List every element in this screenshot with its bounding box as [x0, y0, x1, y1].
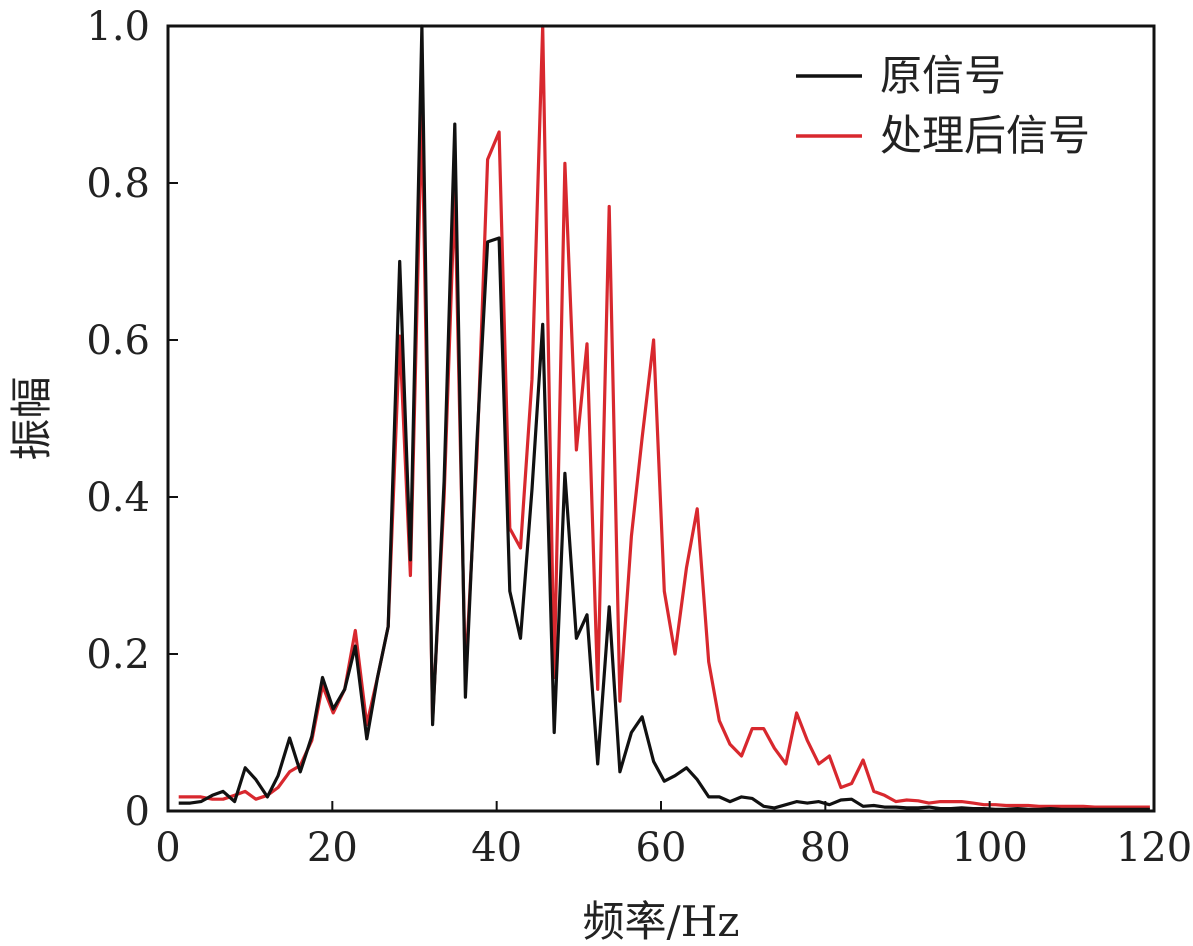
legend-label: 原信号	[880, 51, 1006, 100]
series-layer	[178, 24, 1150, 812]
ticks-layer: 0 20 40 60 80 100 120 0 0.2 0.4 0.6 0.8 1.0	[86, 4, 1192, 871]
legend-label: 处理后信号	[880, 111, 1090, 160]
x-tick-label: 120	[1116, 825, 1192, 871]
x-tick-label: 80	[800, 825, 851, 871]
x-tick-label: 100	[951, 825, 1027, 871]
x-tick-label: 60	[636, 825, 687, 871]
y-tick-label: 0.4	[86, 475, 150, 521]
x-tick-label: 40	[471, 825, 522, 871]
y-tick-label: 0.2	[86, 632, 150, 678]
series-line-original	[178, 24, 1150, 812]
y-tick-label: 0	[125, 789, 150, 835]
y-tick-label: 0.8	[86, 161, 150, 207]
x-tick-label: 20	[307, 825, 358, 871]
y-tick-label: 1.0	[86, 4, 150, 50]
x-axis-title: 频率/Hz	[583, 897, 740, 946]
x-tick-label: 0	[155, 825, 180, 871]
y-tick-label: 0.6	[86, 318, 150, 364]
y-axis-title: 振幅	[7, 376, 56, 460]
